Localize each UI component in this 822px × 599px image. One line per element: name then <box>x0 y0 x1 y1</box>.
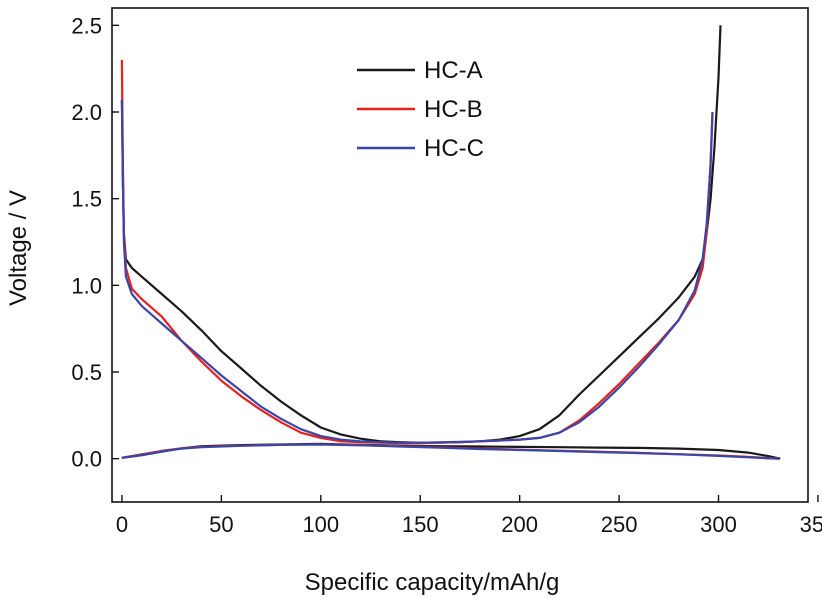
plot-frame <box>111 7 809 503</box>
y-tick-label: 1.5 <box>71 187 102 212</box>
y-tick-label: 2.5 <box>71 13 102 38</box>
curves-layer <box>120 25 781 460</box>
x-tick-label: 350 <box>800 512 822 537</box>
x-tick-label: 250 <box>601 512 638 537</box>
y-tick-label: 1.0 <box>71 273 102 298</box>
x-axis-title: Specific capacity/mAh/g <box>305 569 560 596</box>
y-tick-label: 2.0 <box>71 100 102 125</box>
y-tick-label: 0.0 <box>71 447 102 472</box>
y-tick-label: 0.5 <box>71 360 102 385</box>
legend-label-hc-c: HC-C <box>424 135 484 162</box>
x-tick-label: 50 <box>209 512 233 537</box>
legend: HC-A HC-B HC-C <box>357 57 484 162</box>
plot-area <box>111 7 809 503</box>
y-axis-title: Voltage / V <box>5 190 32 306</box>
legend-label-hc-a: HC-A <box>424 57 483 84</box>
ticks-layer: 0 50 100 150 200 250 300 350 0.0 0.5 1.0 1.5 2.0 2.5 <box>71 13 822 537</box>
series-hc-c-charge-line <box>121 443 779 460</box>
x-tick-label: 0 <box>116 512 128 537</box>
series-hc-a-discharge-line <box>120 25 722 444</box>
x-tick-label: 300 <box>700 512 737 537</box>
series-hc-b-discharge-line <box>120 59 714 445</box>
legend-label-hc-b: HC-B <box>424 96 483 123</box>
series-hc-c-discharge-line <box>120 99 714 444</box>
x-tick-label: 150 <box>402 512 439 537</box>
x-tick-label: 200 <box>501 512 538 537</box>
x-tick-label: 100 <box>302 512 339 537</box>
